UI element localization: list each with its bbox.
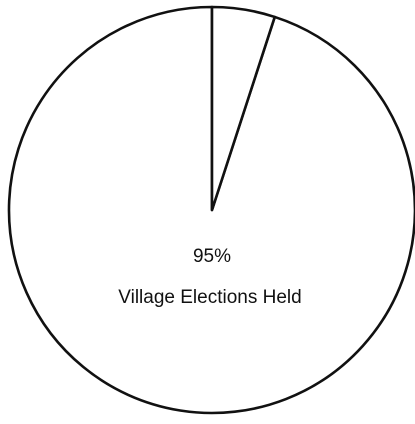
slices-layer bbox=[7, 5, 415, 415]
slice-label: Village Elections Held bbox=[118, 287, 301, 308]
pie-slice-2 bbox=[210, 5, 277, 212]
slice-value-label: 95% bbox=[193, 246, 231, 267]
